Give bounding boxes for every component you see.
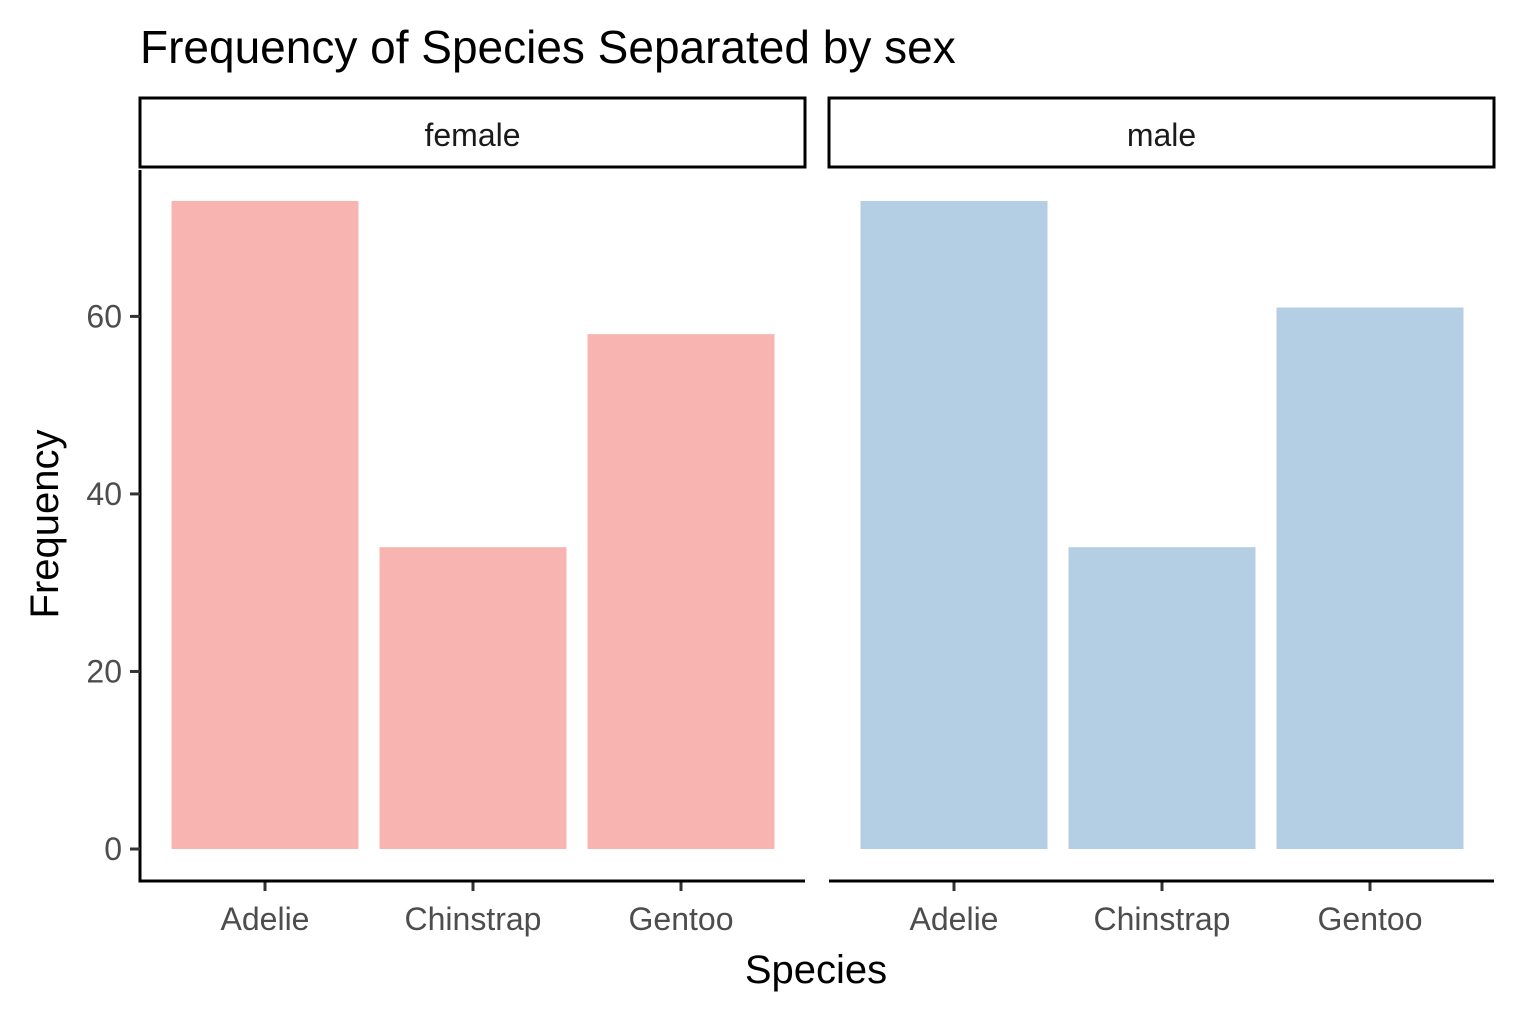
chart-title: Frequency of Species Separated by sex [140, 21, 956, 73]
y-tick-label: 40 [86, 476, 122, 512]
y-axis-title: Frequency [23, 430, 67, 619]
x-tick-label: Chinstrap [405, 901, 542, 937]
x-axis-title: Species [745, 948, 887, 992]
facet-strip-female [138, 96, 807, 169]
y-tick-label: 60 [86, 298, 122, 334]
x-tick-label: Adelie [221, 901, 310, 937]
x-tick-label: Chinstrap [1094, 901, 1231, 937]
facet-panels: female Adelie Chinstrap Gentoo 0 20 40 60 male Ad… [86, 96, 1496, 937]
facet-strip-label: male [1127, 117, 1196, 153]
bar-male-adelie [860, 201, 1048, 849]
bar-female-chinstrap [379, 547, 567, 849]
facet-strip-label: female [424, 117, 520, 153]
facet-panel-male: male Adelie Chinstrap Gentoo [827, 96, 1496, 937]
y-tick-label: 0 [104, 831, 122, 867]
bar-male-chinstrap [1068, 547, 1256, 849]
x-tick-label: Gentoo [1318, 901, 1423, 937]
y-tick-label: 20 [86, 653, 122, 689]
facet-strip-male [827, 96, 1496, 169]
bar-female-adelie [171, 201, 359, 849]
x-tick-label: Gentoo [629, 901, 734, 937]
x-tick-label: Adelie [910, 901, 999, 937]
bar-female-gentoo [587, 334, 775, 849]
facet-panel-female: female Adelie Chinstrap Gentoo 0 20 40 60 [86, 96, 807, 937]
bar-male-gentoo [1276, 307, 1464, 850]
